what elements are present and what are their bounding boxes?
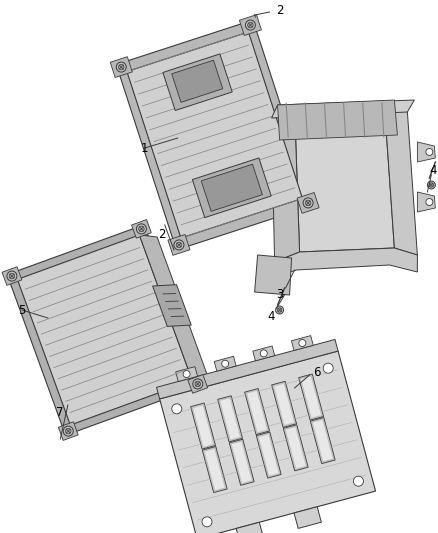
Polygon shape	[232, 442, 252, 483]
Polygon shape	[139, 235, 210, 383]
Circle shape	[119, 64, 124, 70]
Polygon shape	[286, 427, 306, 469]
Circle shape	[136, 224, 146, 234]
Polygon shape	[159, 351, 375, 533]
Polygon shape	[205, 449, 225, 490]
Text: 4: 4	[268, 310, 276, 322]
Polygon shape	[417, 142, 435, 162]
Circle shape	[9, 273, 14, 279]
Polygon shape	[313, 420, 333, 461]
Polygon shape	[214, 356, 236, 371]
Text: 7: 7	[56, 407, 64, 419]
Circle shape	[63, 426, 73, 436]
Polygon shape	[18, 235, 192, 425]
Polygon shape	[254, 255, 292, 295]
Circle shape	[7, 271, 17, 281]
Polygon shape	[110, 56, 132, 77]
Circle shape	[427, 181, 435, 189]
Polygon shape	[278, 100, 397, 140]
Polygon shape	[152, 285, 191, 326]
Polygon shape	[272, 381, 297, 427]
Polygon shape	[172, 60, 223, 102]
Circle shape	[195, 381, 201, 386]
Polygon shape	[256, 432, 281, 478]
Polygon shape	[299, 374, 324, 420]
Polygon shape	[301, 376, 321, 418]
Circle shape	[260, 350, 267, 357]
Polygon shape	[259, 434, 279, 475]
Text: 2: 2	[276, 4, 283, 17]
Text: 2: 2	[158, 228, 166, 240]
Polygon shape	[291, 336, 313, 350]
Circle shape	[245, 20, 255, 30]
Circle shape	[426, 198, 433, 206]
Polygon shape	[191, 403, 215, 449]
Circle shape	[276, 306, 283, 314]
Circle shape	[426, 149, 433, 156]
Polygon shape	[385, 105, 417, 255]
Text: 3: 3	[276, 288, 283, 302]
Circle shape	[139, 226, 144, 232]
Text: 1: 1	[141, 141, 148, 155]
Polygon shape	[176, 367, 198, 382]
Circle shape	[305, 200, 311, 206]
Polygon shape	[272, 108, 300, 262]
Polygon shape	[193, 406, 213, 447]
Circle shape	[193, 379, 203, 389]
Polygon shape	[131, 220, 151, 238]
Text: 4: 4	[430, 164, 437, 176]
Circle shape	[353, 476, 364, 486]
Polygon shape	[201, 164, 262, 212]
Text: 5: 5	[18, 303, 26, 317]
Polygon shape	[163, 54, 232, 110]
Circle shape	[66, 429, 71, 434]
Circle shape	[299, 340, 306, 346]
Circle shape	[176, 242, 182, 248]
Polygon shape	[218, 396, 243, 442]
Polygon shape	[188, 375, 208, 393]
Polygon shape	[253, 346, 275, 361]
Circle shape	[116, 62, 126, 72]
Polygon shape	[294, 507, 321, 528]
Polygon shape	[168, 235, 190, 255]
Polygon shape	[236, 522, 264, 533]
Polygon shape	[240, 15, 261, 36]
Polygon shape	[7, 225, 202, 435]
Polygon shape	[230, 439, 254, 486]
Polygon shape	[283, 425, 308, 471]
Polygon shape	[202, 447, 227, 492]
Polygon shape	[417, 192, 435, 212]
Circle shape	[222, 360, 229, 367]
Polygon shape	[247, 391, 267, 432]
Circle shape	[323, 363, 333, 373]
Circle shape	[247, 22, 253, 28]
Polygon shape	[58, 422, 78, 440]
Polygon shape	[220, 398, 240, 439]
Polygon shape	[156, 340, 338, 399]
Circle shape	[172, 404, 182, 414]
Circle shape	[277, 308, 282, 312]
Polygon shape	[272, 100, 414, 118]
Text: 6: 6	[313, 366, 320, 378]
Circle shape	[174, 240, 184, 250]
Polygon shape	[192, 158, 271, 217]
Polygon shape	[310, 417, 335, 464]
Polygon shape	[274, 384, 294, 425]
Polygon shape	[245, 389, 269, 434]
Polygon shape	[272, 248, 417, 278]
Polygon shape	[295, 105, 394, 252]
Polygon shape	[127, 32, 303, 238]
Polygon shape	[116, 20, 313, 250]
Polygon shape	[2, 266, 22, 285]
Circle shape	[202, 517, 212, 527]
Circle shape	[183, 370, 190, 377]
Circle shape	[303, 198, 313, 208]
Circle shape	[429, 183, 434, 187]
Polygon shape	[297, 192, 319, 213]
